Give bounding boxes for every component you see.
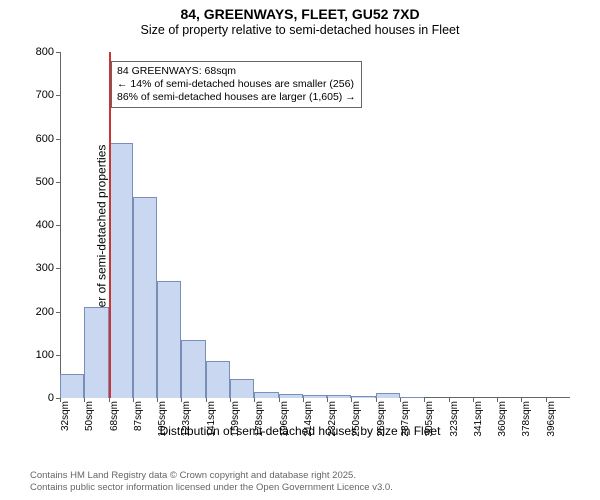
histogram-bar [327,395,351,398]
y-tick-label: 100 [36,349,54,361]
chart-title: 84, GREENWAYS, FLEET, GU52 7XD [0,6,600,22]
y-tick-mark [56,268,60,269]
histogram-bar [351,396,375,398]
chart-title-block: 84, GREENWAYS, FLEET, GU52 7XD Size of p… [0,0,600,37]
footer-line-2: Contains public sector information licen… [30,482,393,494]
x-tick-mark [497,398,498,402]
x-tick-mark [230,398,231,402]
x-tick-label: 87sqm [133,401,144,431]
x-tick-label: 68sqm [109,401,120,431]
x-axis-label: Distribution of semi-detached houses by … [160,424,441,438]
x-tick-label: 341sqm [473,401,484,437]
y-tick-label: 300 [36,262,54,274]
x-tick-mark [521,398,522,402]
histogram-bar [60,374,84,398]
histogram-bar [376,393,400,398]
histogram-bar [109,143,133,398]
x-tick-mark [473,398,474,402]
chart-container: Number of semi-detached properties 01002… [0,44,600,440]
y-tick-mark [56,52,60,53]
x-tick-mark [303,398,304,402]
y-tick-label: 400 [36,219,54,231]
y-tick-label: 0 [48,392,54,404]
x-tick-mark [181,398,182,402]
x-tick-mark [351,398,352,402]
y-tick-label: 200 [36,306,54,318]
y-tick-mark [56,225,60,226]
histogram-bar [84,307,108,398]
x-tick-label: 378sqm [521,401,532,437]
x-tick-mark [133,398,134,402]
plot-area: 010020030040050060070080032sqm50sqm68sqm… [60,52,570,398]
annotation-line: 86% of semi-detached houses are larger (… [117,91,356,104]
footer-attribution: Contains HM Land Registry data © Crown c… [30,470,393,494]
y-tick-label: 600 [36,133,54,145]
x-tick-mark [279,398,280,402]
x-tick-label: 396sqm [546,401,557,437]
x-tick-mark [424,398,425,402]
histogram-bar [303,395,327,398]
histogram-bar [181,340,205,398]
x-tick-mark [449,398,450,402]
x-tick-mark [84,398,85,402]
y-tick-label: 800 [36,46,54,58]
annotation-box: 84 GREENWAYS: 68sqm← 14% of semi-detache… [111,61,362,108]
x-tick-label: 360sqm [497,401,508,437]
annotation-line: ← 14% of semi-detached houses are smalle… [117,78,356,91]
x-tick-mark [206,398,207,402]
x-tick-mark [376,398,377,402]
histogram-bar [206,361,230,398]
histogram-bar [230,379,254,398]
histogram-bar [133,197,157,398]
y-tick-mark [56,312,60,313]
x-tick-mark [400,398,401,402]
x-tick-label: 323sqm [449,401,460,437]
x-tick-mark [327,398,328,402]
x-tick-label: 32sqm [60,401,71,431]
y-tick-mark [56,139,60,140]
x-tick-mark [60,398,61,402]
y-tick-label: 700 [36,89,54,101]
y-tick-mark [56,95,60,96]
x-tick-mark [157,398,158,402]
histogram-bar [157,281,181,398]
annotation-line: 84 GREENWAYS: 68sqm [117,65,356,78]
x-tick-mark [109,398,110,402]
chart-subtitle: Size of property relative to semi-detach… [0,23,600,37]
y-tick-mark [56,355,60,356]
x-tick-mark [546,398,547,402]
x-tick-label: 50sqm [84,401,95,431]
x-tick-mark [254,398,255,402]
histogram-bar [400,397,424,398]
y-tick-mark [56,182,60,183]
histogram-bar [279,394,303,398]
y-tick-label: 500 [36,176,54,188]
histogram-bar [254,392,278,398]
footer-line-1: Contains HM Land Registry data © Crown c… [30,470,393,482]
